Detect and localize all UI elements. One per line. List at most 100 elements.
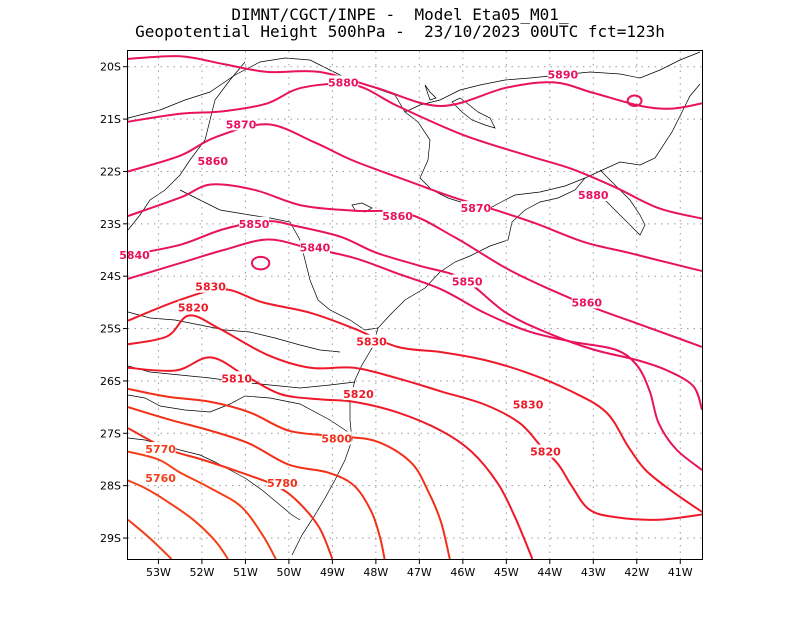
state-border bbox=[127, 61, 246, 231]
contour-5880 bbox=[128, 82, 702, 220]
lat-tick-label: 27S bbox=[100, 427, 121, 440]
contour-label-bg bbox=[145, 442, 176, 456]
contour-label: 5810 bbox=[221, 372, 252, 385]
contour-5840 bbox=[128, 238, 702, 471]
axis-labels: 53W 52W 51W 50W 49W 48W 47W 46W 45W 44W 43W 42W 41W 2… bbox=[100, 61, 693, 579]
contour-label: 5860 bbox=[382, 210, 413, 223]
lat-tick-label: 28S bbox=[100, 480, 121, 493]
contour-5820 bbox=[128, 314, 702, 521]
lon-tick-label: 52W bbox=[189, 566, 214, 579]
lat-tick-label: 24S bbox=[100, 270, 121, 283]
state-border bbox=[404, 51, 701, 113]
contour-label: 5830 bbox=[356, 336, 387, 349]
lon-tick-label: 50W bbox=[276, 566, 301, 579]
contour-label-bg bbox=[571, 295, 602, 309]
contour-label-bg bbox=[328, 75, 359, 89]
lon-tick-label: 44W bbox=[537, 566, 562, 579]
contour-label-bg bbox=[530, 444, 561, 458]
contour-label-bg bbox=[321, 431, 352, 445]
closed-contour-5890 bbox=[626, 94, 643, 107]
contour-label-bg bbox=[299, 240, 330, 254]
state-border bbox=[127, 394, 349, 433]
contour-label: 5870 bbox=[461, 202, 492, 215]
contour-label-bg bbox=[226, 117, 257, 131]
contour-label: 5770 bbox=[145, 443, 176, 456]
contour-label: 5880 bbox=[328, 76, 359, 89]
lon-tick-label: 45W bbox=[494, 566, 519, 579]
lake bbox=[424, 84, 437, 101]
contour-label-bg bbox=[197, 153, 228, 167]
contour-5870 bbox=[128, 123, 702, 272]
coastline bbox=[291, 83, 701, 556]
lon-tick-label: 49W bbox=[320, 566, 345, 579]
river-border bbox=[127, 311, 341, 353]
contour-label-bg bbox=[178, 300, 209, 314]
contour-labels: 5890 5880 5870 5860 5880 5870 5860 5850 5840 5840… bbox=[119, 67, 609, 490]
coastline-and-borders bbox=[127, 51, 701, 556]
contour-label: 5800 bbox=[321, 433, 352, 446]
chart-title: DIMNT/CGCT/INPE - Model Eta05_M01_ Geopo… bbox=[0, 6, 800, 40]
lat-tick-label: 26S bbox=[100, 375, 121, 388]
lat-tick-label: 29S bbox=[100, 532, 121, 545]
lon-tick-label: 51W bbox=[233, 566, 258, 579]
contour-label: 5850 bbox=[239, 218, 270, 231]
contour-label: 5760 bbox=[145, 472, 176, 485]
contour-label: 5820 bbox=[530, 446, 561, 459]
lon-tick-label: 47W bbox=[407, 566, 432, 579]
contour-label-bg bbox=[239, 216, 270, 230]
state-border bbox=[599, 169, 646, 236]
contour-label-bg bbox=[195, 279, 226, 293]
lon-tick-label: 48W bbox=[363, 566, 388, 579]
contour-label: 5830 bbox=[513, 399, 544, 412]
contour-5770 bbox=[128, 450, 277, 559]
contour-5860 bbox=[128, 183, 702, 348]
contour-label: 5840 bbox=[119, 249, 150, 262]
lake bbox=[351, 202, 373, 213]
contour-label-bg bbox=[221, 371, 252, 385]
contour-label-bg bbox=[356, 334, 387, 348]
lat-tick-label: 20S bbox=[100, 61, 121, 74]
grid-lines bbox=[128, 51, 702, 559]
contour-label: 5830 bbox=[195, 281, 226, 294]
map-frame bbox=[127, 50, 703, 560]
contour-5750 bbox=[128, 518, 173, 559]
contour-label-bg bbox=[343, 387, 374, 401]
contour-label: 5820 bbox=[343, 388, 374, 401]
lon-tick-label: 53W bbox=[146, 566, 171, 579]
contour-label-bg bbox=[513, 397, 544, 411]
contour-label: 5860 bbox=[197, 155, 228, 168]
contour-label: 5850 bbox=[452, 275, 483, 288]
lat-tick-label: 25S bbox=[100, 323, 121, 336]
contour-5790 bbox=[128, 406, 386, 559]
contour-label-bg bbox=[547, 67, 578, 81]
contour-label: 5860 bbox=[571, 296, 602, 309]
lat-tick-label: 23S bbox=[100, 218, 121, 231]
contour-5810 bbox=[128, 356, 534, 559]
contour-label: 5840 bbox=[300, 241, 331, 254]
title-line-2: Geopotential Height 500hPa - 23/10/2023 … bbox=[135, 22, 665, 41]
lon-tick-label: 42W bbox=[624, 566, 649, 579]
contour-label-bg bbox=[145, 470, 176, 484]
contour-label: 5880 bbox=[578, 189, 609, 202]
contour-label: 5780 bbox=[267, 477, 298, 490]
contour-5890 bbox=[128, 55, 702, 110]
lon-tick-label: 43W bbox=[581, 566, 606, 579]
contour-5760 bbox=[128, 479, 229, 559]
contour-label: 5870 bbox=[226, 118, 257, 131]
lon-tick-label: 46W bbox=[450, 566, 475, 579]
contour-lines bbox=[128, 55, 702, 559]
contour-5830 bbox=[128, 288, 702, 513]
state-border bbox=[127, 57, 586, 209]
lat-tick-label: 22S bbox=[100, 165, 121, 178]
contour-label: 5820 bbox=[178, 302, 209, 315]
contour-label-bg bbox=[460, 201, 491, 215]
contour-label-bg bbox=[382, 208, 413, 222]
contour-label-bg bbox=[452, 274, 483, 288]
contour-label-bg bbox=[578, 188, 609, 202]
contour-label: 5890 bbox=[548, 69, 579, 82]
closed-contour-5840 bbox=[250, 255, 271, 271]
title-line-1: DIMNT/CGCT/INPE - Model Eta05_M01_ bbox=[231, 5, 569, 24]
lat-tick-label: 21S bbox=[100, 113, 121, 126]
contour-label-bg bbox=[267, 476, 298, 490]
